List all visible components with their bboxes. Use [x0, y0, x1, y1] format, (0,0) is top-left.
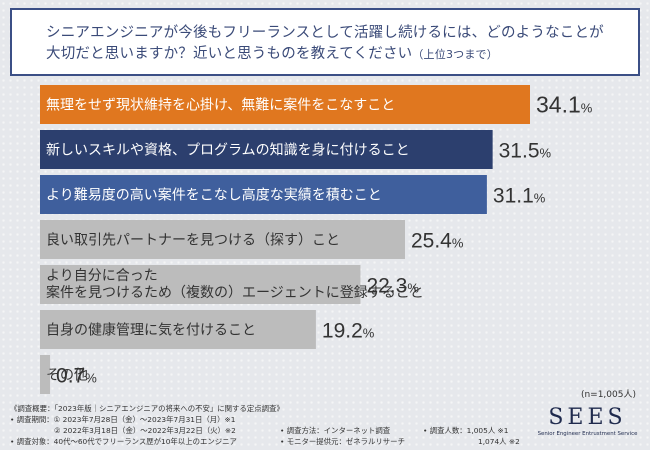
logo-wordmark: SEES [548, 405, 627, 430]
bar-6 [40, 355, 51, 394]
value-label-2: 31.1% [493, 185, 546, 208]
sees-logo: SEES Senior Engineer Entrustment Service [535, 405, 640, 437]
value-label-3: 25.4% [411, 230, 464, 253]
question-line-1: シニアエンジニアが今後もフリーランスとして活躍し続けるには、どのようなことが [46, 25, 604, 41]
footer-period-2: ② 2022年3月18日（金）～2022年3月22日（火）※2 [54, 426, 236, 435]
category-label-1: 新しいスキルや資格、プログラムの知識を身に付けること [46, 142, 410, 159]
bar-chart: 無理をせず現状維持を心掛け、無難に案件をこなすこと 34.1% 新しいスキルや資格、… [40, 85, 593, 394]
footer-provider: • モニター提供元：ゼネラルリサーチ [280, 437, 405, 446]
value-label-6: 0.7% [56, 365, 97, 388]
footer-overview: 《調査概要：「2023年版｜シニアエンジニアの将来への不安」に関する定点調査》 [10, 404, 284, 413]
survey-footer: 《調査概要：「2023年版｜シニアエンジニアの将来への不安」に関する定点調査》 … [10, 404, 530, 448]
question-line-2-small: （上位3つまで） [412, 48, 498, 61]
bar-5 [40, 310, 316, 349]
bar-0 [40, 85, 530, 124]
question-box: シニアエンジニアが今後もフリーランスとして活躍し続けるには、どのようなことが 大… [10, 8, 640, 76]
category-label-2: より難易度の高い案件をこなし高度な実績を積むこと [46, 187, 382, 204]
bar-3 [40, 220, 405, 259]
logo-subtitle: Senior Engineer Entrustment Service [537, 431, 638, 437]
sample-size-note: (n=1,005人) [580, 390, 636, 400]
question-line-2-main: 大切だと思いますか？近いと思うものを教えてください [46, 46, 413, 62]
value-label-1: 31.5% [499, 140, 552, 163]
category-label-4: より自分に合った案件を見つけるため（複数の）エージェントに登録すること [46, 268, 424, 301]
question-line-2: 大切だと思いますか？近いと思うものを教えてください（上位3つまで） [46, 44, 636, 65]
question-text: シニアエンジニアが今後もフリーランスとして活躍し続けるには、どのようなことが 大… [46, 23, 636, 65]
value-label-4: 22.3% [366, 275, 419, 298]
category-label-6: その他 [46, 368, 88, 384]
bar-4 [40, 265, 361, 304]
footer-count-2: 1,074人 ※2 [478, 437, 520, 446]
footer-period-1: • 調査期間：① 2023年7月28日（金）～2023年7月31日（月）※1 [10, 415, 236, 424]
category-label-5: 自身の健康管理に気を付けること [46, 322, 256, 339]
bar-1 [40, 130, 493, 169]
footer-target: • 調査対象：40代～60代でフリーランス歴が10年以上のエンジニア [10, 437, 237, 446]
category-label-0: 無理をせず現状維持を心掛け、無難に案件をこなすこと [46, 97, 395, 114]
value-label-0: 34.1% [536, 92, 593, 118]
footer-count-1: • 調査人数：1,005人 ※1 [423, 426, 509, 435]
category-label-3: 良い取引先パートナーを見つける（探す）こと [46, 233, 340, 249]
bar-2 [40, 175, 487, 214]
footer-method: • 調査方法：インターネット調査 [280, 426, 391, 435]
value-label-5: 19.2% [322, 320, 375, 343]
